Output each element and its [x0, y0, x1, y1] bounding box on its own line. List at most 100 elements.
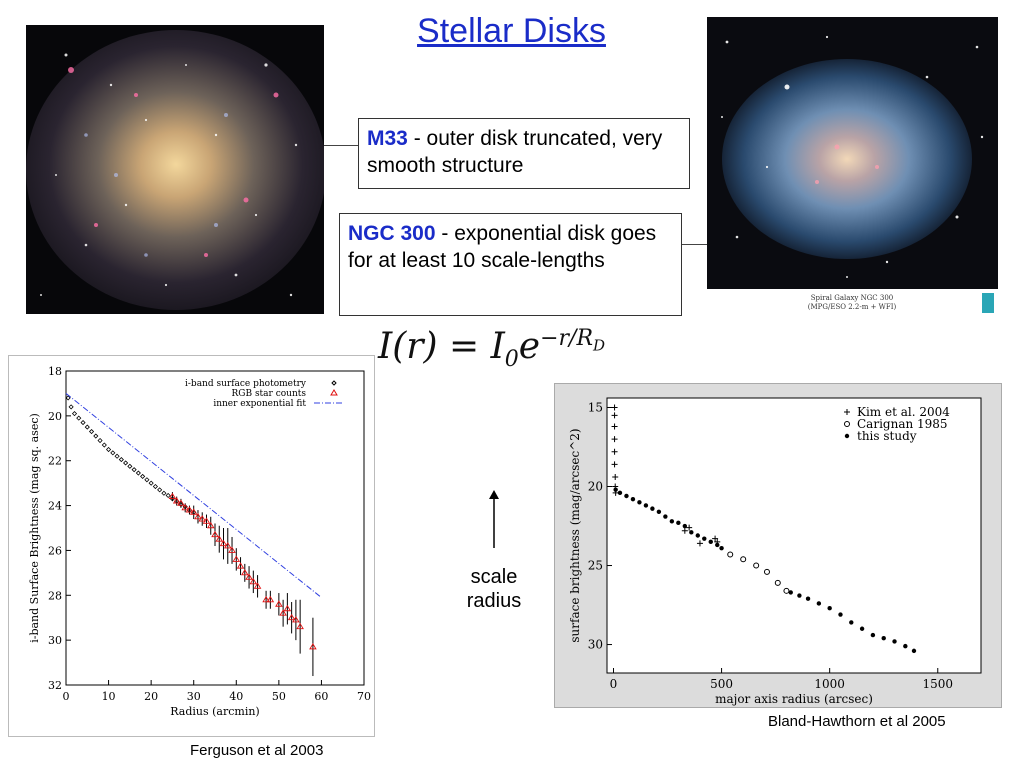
- citation-left: Ferguson et al 2003: [190, 742, 324, 759]
- data-point: [617, 490, 623, 496]
- data-point: [88, 428, 95, 435]
- data-point: [740, 556, 747, 563]
- callout-m33-name: M33: [367, 127, 408, 150]
- legend-label: this study: [857, 429, 917, 443]
- callout-ngc300-name: NGC 300: [348, 222, 436, 245]
- bland-hawthorn-plot: 0 500 1000 1500 15 20 25 30 major axis radius (a…: [554, 383, 1002, 708]
- data-point: [715, 542, 720, 548]
- legend-label: Carignan 1985: [857, 417, 948, 431]
- data-point: [101, 442, 107, 448]
- data-point: [838, 612, 843, 617]
- m33-image-graphic: [26, 25, 324, 314]
- data-point: [611, 436, 618, 443]
- data-point: [689, 530, 694, 535]
- legend-label: Kim et al. 2004: [857, 405, 950, 419]
- data-point: [719, 545, 724, 551]
- data-point: [202, 517, 211, 524]
- data-point: [827, 606, 832, 611]
- callout-m33[interactable]: M33 - outer disk truncated, very smooth …: [358, 118, 690, 189]
- ngc300-galaxy-image: Spiral Galaxy NGC 300 (MPG/ESO 2.2-m + W…: [707, 17, 998, 317]
- data-point: [630, 496, 636, 502]
- data-point: [892, 639, 897, 644]
- data-point: [788, 590, 793, 595]
- data-point: [181, 503, 189, 511]
- data-point: [110, 450, 116, 456]
- data-point: [127, 463, 133, 469]
- data-point: [211, 530, 219, 538]
- data-point: [696, 540, 703, 547]
- y-tick-label: 28: [48, 589, 62, 602]
- data-point: [93, 433, 99, 439]
- connector-ngc300: [682, 244, 707, 245]
- data-point: [275, 600, 283, 607]
- data-point: [80, 420, 86, 426]
- y-tick-label: 20: [48, 410, 62, 423]
- legend-marker: [844, 433, 850, 439]
- data-point: [296, 622, 304, 630]
- data-point: [816, 601, 822, 606]
- data-point: [279, 609, 287, 616]
- x-tick-label: 70: [357, 690, 371, 703]
- data-point: [206, 521, 215, 529]
- data-point: [624, 493, 629, 499]
- ferguson-plot-svg: 0 10 20 30 40 50 60 70 18 20 22 24 26 28 30 32 Radius (a…: [28, 365, 371, 718]
- photo-caption-line1: Spiral Galaxy NGC 300: [811, 294, 893, 302]
- x-tick-label: 50: [272, 690, 286, 703]
- data-point: [702, 536, 707, 541]
- data-point: [911, 648, 917, 654]
- data-point: [611, 448, 618, 455]
- data-point: [663, 514, 668, 519]
- m33-galaxy-image: [26, 25, 324, 314]
- x-tick-label: 0: [610, 677, 618, 691]
- data-point: [157, 487, 163, 493]
- data-point: [118, 457, 124, 463]
- x-tick-label: 40: [229, 690, 243, 703]
- data-point: [669, 519, 675, 524]
- y-tick-label: 22: [48, 455, 62, 468]
- data-point: [253, 582, 262, 589]
- data-point: [676, 520, 681, 526]
- data-point: [612, 474, 619, 481]
- legend-marker: [844, 409, 850, 415]
- formula-sub: 0: [504, 347, 519, 373]
- callout-ngc300[interactable]: NGC 300 - exponential disk goes for at l…: [339, 213, 682, 316]
- data-point: [611, 412, 618, 419]
- x-tick-label: 30: [187, 690, 201, 703]
- data-point: [682, 523, 688, 529]
- plot-frame: [606, 397, 982, 674]
- data-point: [165, 492, 171, 499]
- data-point: [753, 562, 760, 569]
- scale-radius-label: scale radius: [466, 566, 522, 612]
- x-tick-label: 60: [314, 690, 328, 703]
- data-point: [903, 643, 908, 649]
- slide-title[interactable]: Stellar Disks: [417, 12, 606, 50]
- citation-right: Bland-Hawthorn et al 2005: [768, 713, 946, 730]
- data-point: [695, 533, 700, 538]
- data-point: [241, 568, 249, 576]
- data-point: [131, 467, 137, 473]
- y-tick-label: 25: [588, 559, 603, 573]
- eso-logo: [982, 293, 994, 313]
- data-point: [152, 483, 158, 490]
- formula-lhs: I(r) = I: [378, 326, 505, 367]
- data-point: [215, 535, 224, 542]
- data-point: [849, 620, 854, 625]
- y-tick-label: 15: [588, 400, 603, 414]
- callout-ngc300-text: - exponential disk goes for at least 10 …: [348, 222, 657, 272]
- data-point: [727, 551, 734, 558]
- data-point: [650, 506, 655, 511]
- x-axis-label: major axis radius (arcsec): [715, 692, 873, 706]
- legend-marker: [844, 421, 850, 427]
- x-tick-label: 1500: [922, 677, 953, 691]
- data-point: [144, 477, 150, 483]
- legend-label: inner exponential fit: [213, 399, 306, 409]
- data-point: [870, 632, 876, 638]
- data-point: [106, 446, 112, 453]
- data-point: [805, 596, 811, 601]
- data-point: [185, 506, 194, 513]
- photo-caption-line2: (MPG/ESO 2.2-m + WFI): [808, 303, 897, 311]
- y-tick-label: 18: [48, 365, 62, 378]
- data-point: [774, 579, 781, 586]
- data-point: [68, 404, 74, 410]
- data-point: [194, 512, 202, 520]
